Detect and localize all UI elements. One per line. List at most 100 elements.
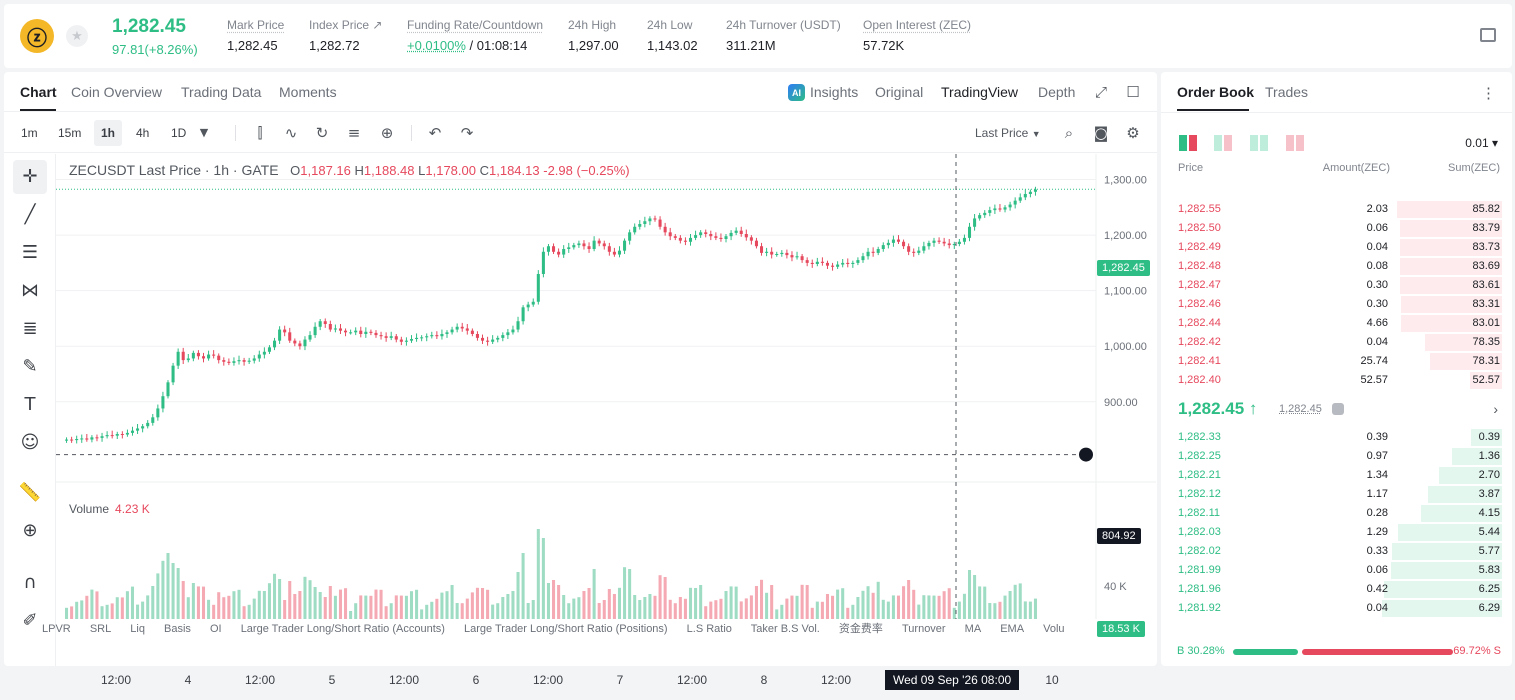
volume-bar — [105, 604, 109, 619]
chevron-right-icon[interactable]: › — [1493, 401, 1498, 417]
volume-bar — [932, 595, 936, 619]
add-alert-icon[interactable]: ⊕ — [380, 124, 394, 142]
indicator-oi[interactable]: OI — [210, 623, 222, 635]
bid-row[interactable]: 1,282.03 1.29 5.44 — [1161, 523, 1512, 542]
trend-line-icon[interactable]: ╱ — [24, 204, 36, 225]
funding-rate-value[interactable]: +0.0100% — [407, 38, 466, 53]
bid-row[interactable]: 1,282.11 0.28 4.15 — [1161, 504, 1512, 523]
indicator-ema[interactable]: EMA — [1000, 623, 1025, 635]
ask-row[interactable]: 1,282.44 4.66 83.01 — [1161, 314, 1512, 333]
search-icon[interactable]: ⌕ — [1064, 124, 1074, 142]
templates-icon[interactable]: ≡ — [347, 124, 361, 142]
tab-trades[interactable]: Trades — [1265, 84, 1309, 100]
text-tool-icon[interactable]: T — [24, 394, 36, 415]
timeframe-dropdown-icon[interactable]: ▼ — [199, 126, 209, 139]
bid-row[interactable]: 1,281.99 0.06 5.83 — [1161, 561, 1512, 580]
indicator-taker-vol[interactable]: Taker B.S Vol. — [750, 623, 820, 635]
horizontal-lines-icon[interactable]: ☰ — [21, 242, 39, 263]
brush-icon[interactable]: ✎ — [22, 356, 38, 377]
layout-sells-icon[interactable] — [1286, 135, 1304, 151]
volume-bar — [790, 595, 794, 619]
replay-icon[interactable]: ↻ — [315, 124, 329, 142]
layout-both-icon[interactable] — [1179, 135, 1197, 151]
pattern-icon[interactable]: ⋈ — [21, 280, 39, 301]
indicator-ls-ratio[interactable]: L.S Ratio — [686, 623, 732, 635]
indicator-liq[interactable]: Liq — [130, 623, 145, 635]
more-options-icon[interactable]: ⋮ — [1481, 85, 1496, 102]
chart-area[interactable]: 1,300.00 1,200.00 1,100.00 1,000.00 900.00 40… — [56, 154, 1156, 690]
indicator-lt-positions[interactable]: Large Trader Long/Short Ratio (Positions… — [463, 623, 668, 635]
indicator-volume[interactable]: Volu — [1043, 623, 1065, 635]
volume-bar — [359, 595, 363, 619]
candle-body — [85, 438, 89, 440]
tab-chart[interactable]: Chart — [20, 84, 57, 100]
tab-coin-overview[interactable]: Coin Overview — [71, 84, 163, 100]
view-tradingview[interactable]: TradingView — [941, 84, 1019, 100]
ask-row[interactable]: 1,282.55 2.03 85.82 — [1161, 200, 1512, 219]
timeframe-1d[interactable]: 1D — [171, 126, 187, 140]
camera-icon[interactable]: ◙ — [1093, 124, 1109, 142]
ask-row[interactable]: 1,282.48 0.08 83.69 — [1161, 257, 1512, 276]
layout-asks-icon[interactable] — [1214, 135, 1232, 151]
ask-row[interactable]: 1,282.50 0.06 83.79 — [1161, 219, 1512, 238]
indicator-srl[interactable]: SRL — [89, 623, 112, 635]
depth-bar — [1400, 220, 1502, 237]
bid-row[interactable]: 1,281.92 0.04 6.29 — [1161, 599, 1512, 618]
timeframe-4h[interactable]: 4h — [136, 126, 150, 140]
bid-row[interactable]: 1,282.33 0.39 0.39 — [1161, 428, 1512, 447]
ask-row[interactable]: 1,282.40 52.57 52.57 — [1161, 371, 1512, 390]
ratio-bar — [1233, 649, 1453, 655]
indicator-ma[interactable]: MA — [964, 623, 982, 635]
candle-type-icon[interactable]: ⫿ — [257, 124, 263, 142]
bid-row[interactable]: 1,282.25 0.97 1.36 — [1161, 447, 1512, 466]
magnet-icon[interactable]: ∩ — [23, 572, 37, 593]
candle-body — [602, 243, 606, 247]
timeframe-15m[interactable]: 15m — [58, 126, 82, 140]
timeframe-1h[interactable]: 1h — [94, 120, 123, 146]
bid-row[interactable]: 1,282.12 1.17 3.87 — [1161, 485, 1512, 504]
ruler-icon[interactable]: 📏 — [18, 482, 42, 503]
indicator-lpvr[interactable]: LPVR — [42, 623, 71, 635]
favorite-star-icon[interactable]: ★ — [66, 25, 88, 47]
indicator-basis[interactable]: Basis — [164, 623, 191, 635]
precision-select[interactable]: 0.01 ▾ — [1465, 136, 1498, 150]
indicators-icon[interactable]: ∿ — [284, 124, 298, 142]
bid-row[interactable]: 1,282.02 0.33 5.77 — [1161, 542, 1512, 561]
candlestick-chart[interactable]: 1,300.00 1,200.00 1,100.00 1,000.00 900.00 40… — [56, 154, 1156, 619]
ask-row[interactable]: 1,282.49 0.04 83.73 — [1161, 238, 1512, 257]
timeframe-1m[interactable]: 1m — [21, 126, 38, 140]
layout-bids-icon[interactable] — [1250, 135, 1268, 151]
candle-body — [130, 430, 135, 433]
pencil-icon[interactable]: ✐ — [22, 610, 38, 631]
indicator-lt-accounts[interactable]: Large Trader Long/Short Ratio (Accounts) — [240, 623, 445, 635]
price-source-select[interactable]: Last Price ▼ — [968, 120, 1048, 146]
candle-body — [957, 241, 961, 244]
tab-order-book[interactable]: Order Book — [1177, 84, 1255, 100]
undo-icon[interactable]: ↶ — [428, 124, 442, 142]
emoji-icon[interactable]: ☺ — [20, 432, 40, 453]
fib-icon[interactable]: ≣ — [22, 318, 38, 339]
stat-index-price[interactable]: Index Price ↗ 1,282.72 — [309, 18, 382, 53]
ask-row[interactable]: 1,282.42 0.04 78.35 — [1161, 333, 1512, 352]
ask-row[interactable]: 1,282.46 0.30 83.31 — [1161, 295, 1512, 314]
gear-icon[interactable]: ⚙ — [1126, 124, 1140, 142]
crosshair-icon[interactable]: ✛ — [13, 160, 47, 194]
bid-row[interactable]: 1,281.96 0.42 6.25 — [1161, 580, 1512, 599]
window-icon[interactable]: ☐ — [1126, 83, 1140, 101]
view-depth[interactable]: Depth — [1038, 84, 1076, 100]
tab-trading-data[interactable]: Trading Data — [181, 84, 262, 100]
indicator-turnover[interactable]: Turnover — [901, 623, 946, 635]
expand-icon[interactable]: ⤢ — [1094, 83, 1107, 101]
zoom-in-icon[interactable]: ⊕ — [22, 520, 38, 541]
indicator-funding[interactable]: 资金费率 — [838, 623, 883, 635]
book-icon[interactable] — [1480, 28, 1496, 42]
redo-icon[interactable]: ↷ — [460, 124, 474, 142]
bid-row[interactable]: 1,282.21 1.34 2.70 — [1161, 466, 1512, 485]
volume-bar — [222, 597, 226, 619]
view-insights[interactable]: Insights — [810, 84, 859, 100]
volume-bar — [130, 586, 135, 619]
tab-moments[interactable]: Moments — [279, 84, 337, 100]
view-original[interactable]: Original — [875, 84, 924, 100]
ask-row[interactable]: 1,282.47 0.30 83.61 — [1161, 276, 1512, 295]
ask-row[interactable]: 1,282.41 25.74 78.31 — [1161, 352, 1512, 371]
